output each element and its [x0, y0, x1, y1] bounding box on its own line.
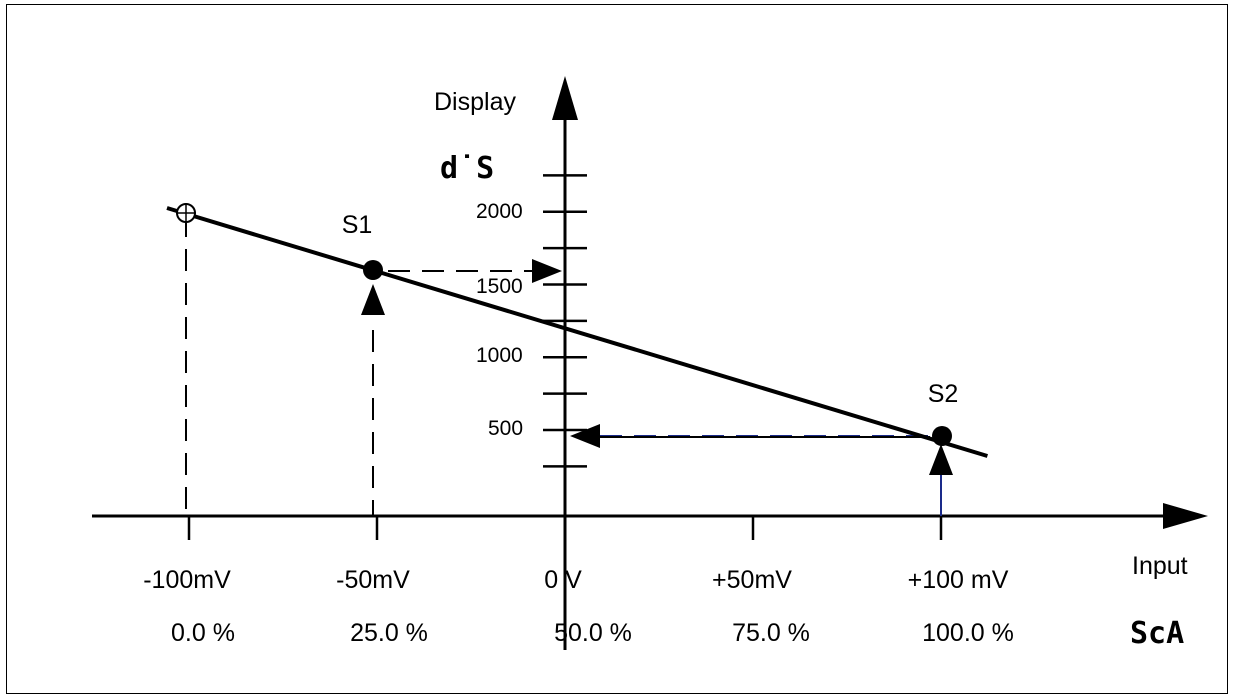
arrow-s1-up	[361, 284, 385, 315]
x-tick-label-plus100mv: +100 mV	[908, 566, 1009, 594]
x-tick-label-pct-0: 0.0 %	[171, 619, 235, 647]
x-axis-code-label: ScA	[1130, 616, 1184, 651]
x-tick-label-pct-25: 25.0 %	[350, 619, 428, 647]
x-tick-marks	[187, 516, 943, 540]
arrow-s2-left	[570, 424, 600, 448]
point-s2	[932, 426, 952, 446]
point-label-s1: S1	[342, 211, 373, 239]
y-tick-label-1000: 1000	[476, 344, 523, 367]
x-tick-label-pct-75: 75.0 %	[732, 619, 810, 647]
x-tick-label-plus50mv: +50mV	[712, 566, 792, 594]
y-axis-label: Display	[434, 88, 516, 116]
y-axis-code-label: d˙S	[440, 151, 494, 186]
y-tick-label-2000: 2000	[476, 200, 523, 223]
x-axis-label: Input	[1132, 552, 1188, 580]
scaling-line	[166, 206, 988, 458]
scaling-points: S1 S2	[342, 211, 959, 446]
scaling-diagram: Display d˙S Input ScA 2000 1500 1000 500…	[92, 76, 1208, 651]
x-tick-label-pct-100: 100.0 %	[922, 619, 1014, 647]
point-s1	[363, 260, 383, 280]
y-tick-marks	[543, 174, 587, 468]
x-tick-label-minus50mv: -50mV	[336, 566, 410, 594]
arrow-s1-right	[532, 259, 562, 283]
x-tick-label-pct-50: 50.0 %	[554, 619, 632, 647]
x-tick-label-minus100mv: -100mV	[143, 566, 231, 594]
x-axis-arrowhead	[1163, 503, 1208, 529]
point-label-s2: S2	[928, 380, 959, 408]
y-axis-arrowhead	[552, 76, 578, 120]
y-tick-label-1500: 1500	[476, 275, 523, 298]
arrow-s2-up	[929, 444, 953, 475]
y-tick-label-500: 500	[488, 417, 523, 440]
x-tick-label-0v: 0 V	[544, 566, 582, 594]
